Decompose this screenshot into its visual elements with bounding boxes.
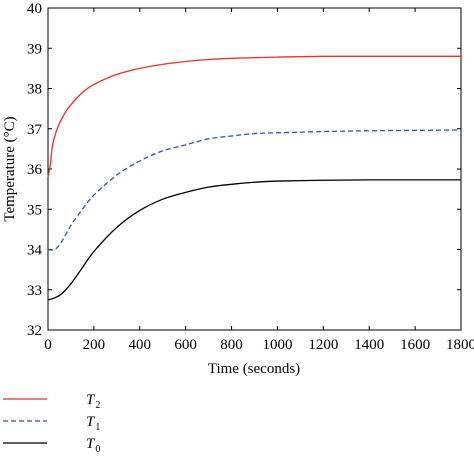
y-tick-label: 39 [27, 41, 42, 57]
x-tick-label: 1200 [308, 337, 338, 353]
series-line-t1 [47, 129, 462, 251]
y-tick-label: 34 [27, 243, 43, 259]
x-axis-label: Time (seconds) [208, 361, 300, 377]
y-tick-label: 40 [27, 1, 42, 17]
y-tick-label: 33 [27, 283, 42, 299]
series-layer [47, 55, 462, 301]
y-tick-label: 38 [27, 82, 42, 98]
x-tick-label: 1800 [446, 337, 474, 353]
x-tick-label: 200 [83, 337, 106, 353]
x-tick-label: 600 [174, 337, 197, 353]
y-tick-label: 35 [27, 202, 42, 218]
y-axis-label: Temperature (°C) [2, 116, 18, 221]
y-tick-label: 36 [27, 162, 43, 178]
y-tick-label: 37 [27, 122, 43, 138]
x-tick-label: 800 [220, 337, 243, 353]
x-tick-label: 1400 [354, 337, 384, 353]
x-tick-label: 1600 [400, 337, 430, 353]
y-tick-label: 32 [27, 323, 42, 339]
x-tick-label: 1000 [262, 337, 292, 353]
legend-label-t2: T2 [86, 392, 100, 411]
x-tick-label: 400 [129, 337, 152, 353]
legend-label-t1: T1 [86, 414, 100, 433]
axis-ticks: 0 200 400 600 800 1000 1200 1400 1600 1800 32 33 34 3… [27, 1, 474, 353]
series-line-t2 [47, 55, 461, 178]
x-tick-label: 0 [44, 337, 52, 353]
legend-label-t0: T0 [86, 436, 100, 455]
legend: T2 T1 T0 [3, 392, 100, 455]
series-line-t0 [47, 179, 461, 301]
